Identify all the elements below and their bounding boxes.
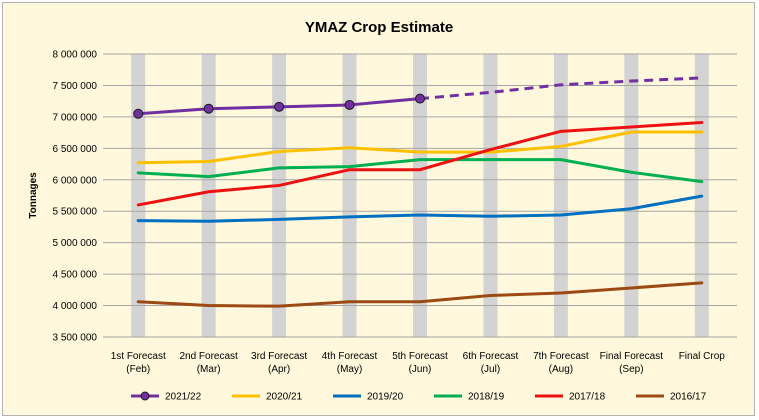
data-point <box>133 108 144 119</box>
x-tick-label: 5th Forecast (Jun) <box>392 351 448 375</box>
series-line-2017/18 <box>136 121 704 207</box>
y-axis-label: Tonnages <box>28 172 39 219</box>
category-band <box>553 54 568 337</box>
x-tick-label: 7th Forecast (Aug) <box>533 351 589 375</box>
y-tick-label: 5 000 000 <box>53 238 98 249</box>
y-tick-label: 4 500 000 <box>53 270 98 281</box>
y-tick-label: 7 000 000 <box>53 112 98 123</box>
x-tick-label: 3rd Forecast (Apr) <box>251 351 307 375</box>
category-band <box>342 54 357 337</box>
chart-title: YMAZ Crop Estimate <box>305 19 453 36</box>
legend-label: 2018/19 <box>468 392 505 403</box>
series-line-2016/17 <box>136 281 704 308</box>
series-line-2020/21 <box>136 130 704 165</box>
x-tick-label: 6th Forecast (Jul) <box>463 351 519 375</box>
x-tick-label: 4th Forecast (May) <box>322 351 378 375</box>
data-point <box>344 99 355 110</box>
legend: 2021/22 2020/21 2019/20 2018/19 2017/18 2016/… <box>131 391 707 403</box>
category-band <box>483 54 498 337</box>
category-band <box>413 54 427 337</box>
legend-label: 2016/17 <box>670 392 707 403</box>
category-band <box>624 54 639 337</box>
y-tick-label: 6 000 000 <box>53 175 98 186</box>
series-lines <box>133 76 704 308</box>
data-point <box>203 103 214 114</box>
data-point <box>415 93 425 104</box>
legend-label: 2021/22 <box>165 392 202 403</box>
y-tick-label: 4 000 000 <box>53 301 98 312</box>
y-tick-label: 8 000 000 <box>53 50 98 61</box>
series-projection-2021/22 <box>419 76 702 101</box>
y-tick-label: 6 500 000 <box>53 144 98 155</box>
category-band <box>131 54 146 337</box>
legend-label: 2020/21 <box>266 392 303 403</box>
line-chart: YMAZ Crop Estimate 3 500 000 4 000 000 4 5… <box>28 19 737 403</box>
y-tick-label: 5 500 000 <box>53 207 98 218</box>
x-axis-ticks: 1st Forecast (Feb) 2nd Forecast (Mar) 3rd Fo… <box>111 351 726 375</box>
x-tick-label: 2nd Forecast (Mar) <box>179 351 238 375</box>
chart-frame: YMAZ Crop Estimate 3 500 000 4 000 000 4 5… <box>2 2 755 416</box>
series-line-2018/19 <box>136 158 704 184</box>
y-tick-label: 7 500 000 <box>53 81 98 92</box>
gridlines <box>103 53 737 338</box>
legend-marker <box>140 391 150 401</box>
y-axis-ticks: 3 500 000 4 000 000 4 500 000 5 000 000 5 50… <box>53 50 98 344</box>
data-point <box>274 101 285 112</box>
legend-label: 2019/20 <box>367 392 404 403</box>
category-band <box>201 54 216 337</box>
x-tick-label: 1st Forecast (Feb) <box>111 351 166 375</box>
category-band <box>272 54 287 337</box>
x-tick-label: Final Crop <box>679 351 726 362</box>
x-tick-label: Final Forecast (Sep) <box>600 351 664 375</box>
legend-label: 2017/18 <box>569 392 606 403</box>
y-tick-label: 3 500 000 <box>53 333 98 344</box>
series-line-2019/20 <box>136 194 704 223</box>
